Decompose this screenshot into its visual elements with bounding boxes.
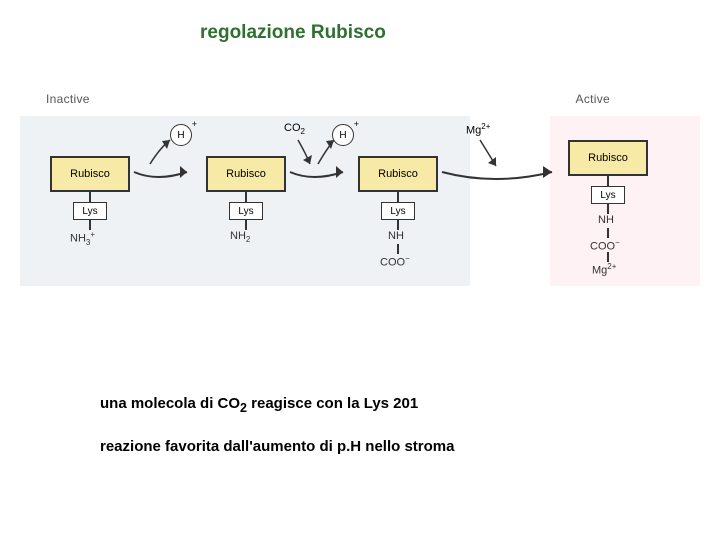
sidechain-1: NH3+: [70, 230, 95, 247]
rubisco-box-4: Rubisco: [568, 140, 648, 176]
state-label-inactive: Inactive: [46, 92, 90, 106]
lys-box-2: Lys: [229, 202, 263, 220]
chain-connector-3b: [397, 244, 399, 254]
caption1-sub: 2: [240, 401, 247, 415]
proton-ion-2: H+: [332, 124, 354, 146]
caption-line-2: reazione favorita dall'aumento di p.H ne…: [100, 438, 454, 455]
arrow-1-2: [132, 136, 204, 186]
chain-connector-4a: [607, 204, 609, 214]
arrow-3-4: [440, 136, 566, 186]
caption1-post: reagisce con la Lys 201: [247, 395, 418, 412]
chain-connector-3a: [397, 220, 399, 230]
diagram-band: Rubisco Lys NH3+ Rubisco Lys NH2 Rubisco…: [20, 116, 700, 286]
diagram-panel: Inactive Active Rubisco Lys NH3+ Rubisco…: [20, 92, 700, 292]
chain-connector-2: [245, 220, 247, 230]
sidechain-4c: Mg2+: [592, 262, 616, 277]
sidechain-4b: COO−: [590, 238, 620, 253]
lys-connector-1: [89, 192, 91, 202]
chain-connector-4b: [607, 228, 609, 238]
lys-box-3: Lys: [381, 202, 415, 220]
slide-title: regolazione Rubisco: [200, 22, 386, 44]
sidechain-4a: NH: [598, 214, 614, 226]
lys-connector-2: [245, 192, 247, 202]
mg-label: Mg2+: [466, 122, 490, 137]
caption1-pre: una molecola di CO: [100, 395, 240, 412]
caption-line-1: una molecola di CO2 reagisce con la Lys …: [100, 395, 418, 415]
sidechain-2: NH2: [230, 230, 250, 244]
rubisco-box-2: Rubisco: [206, 156, 286, 192]
co2-label: CO2: [284, 122, 305, 136]
state-label-active: Active: [576, 92, 610, 106]
sidechain-3a: NH: [388, 230, 404, 242]
chain-connector-1: [89, 220, 91, 230]
rubisco-box-3: Rubisco: [358, 156, 438, 192]
lys-box-4: Lys: [591, 186, 625, 204]
proton-ion-1: H+: [170, 124, 192, 146]
sidechain-3b: COO−: [380, 254, 410, 269]
slide: regolazione Rubisco Inactive Active Rubi…: [0, 0, 720, 540]
lys-connector-3: [397, 192, 399, 202]
chain-connector-4c: [607, 252, 609, 262]
lys-connector-4: [607, 176, 609, 186]
rubisco-box-1: Rubisco: [50, 156, 130, 192]
lys-box-1: Lys: [73, 202, 107, 220]
